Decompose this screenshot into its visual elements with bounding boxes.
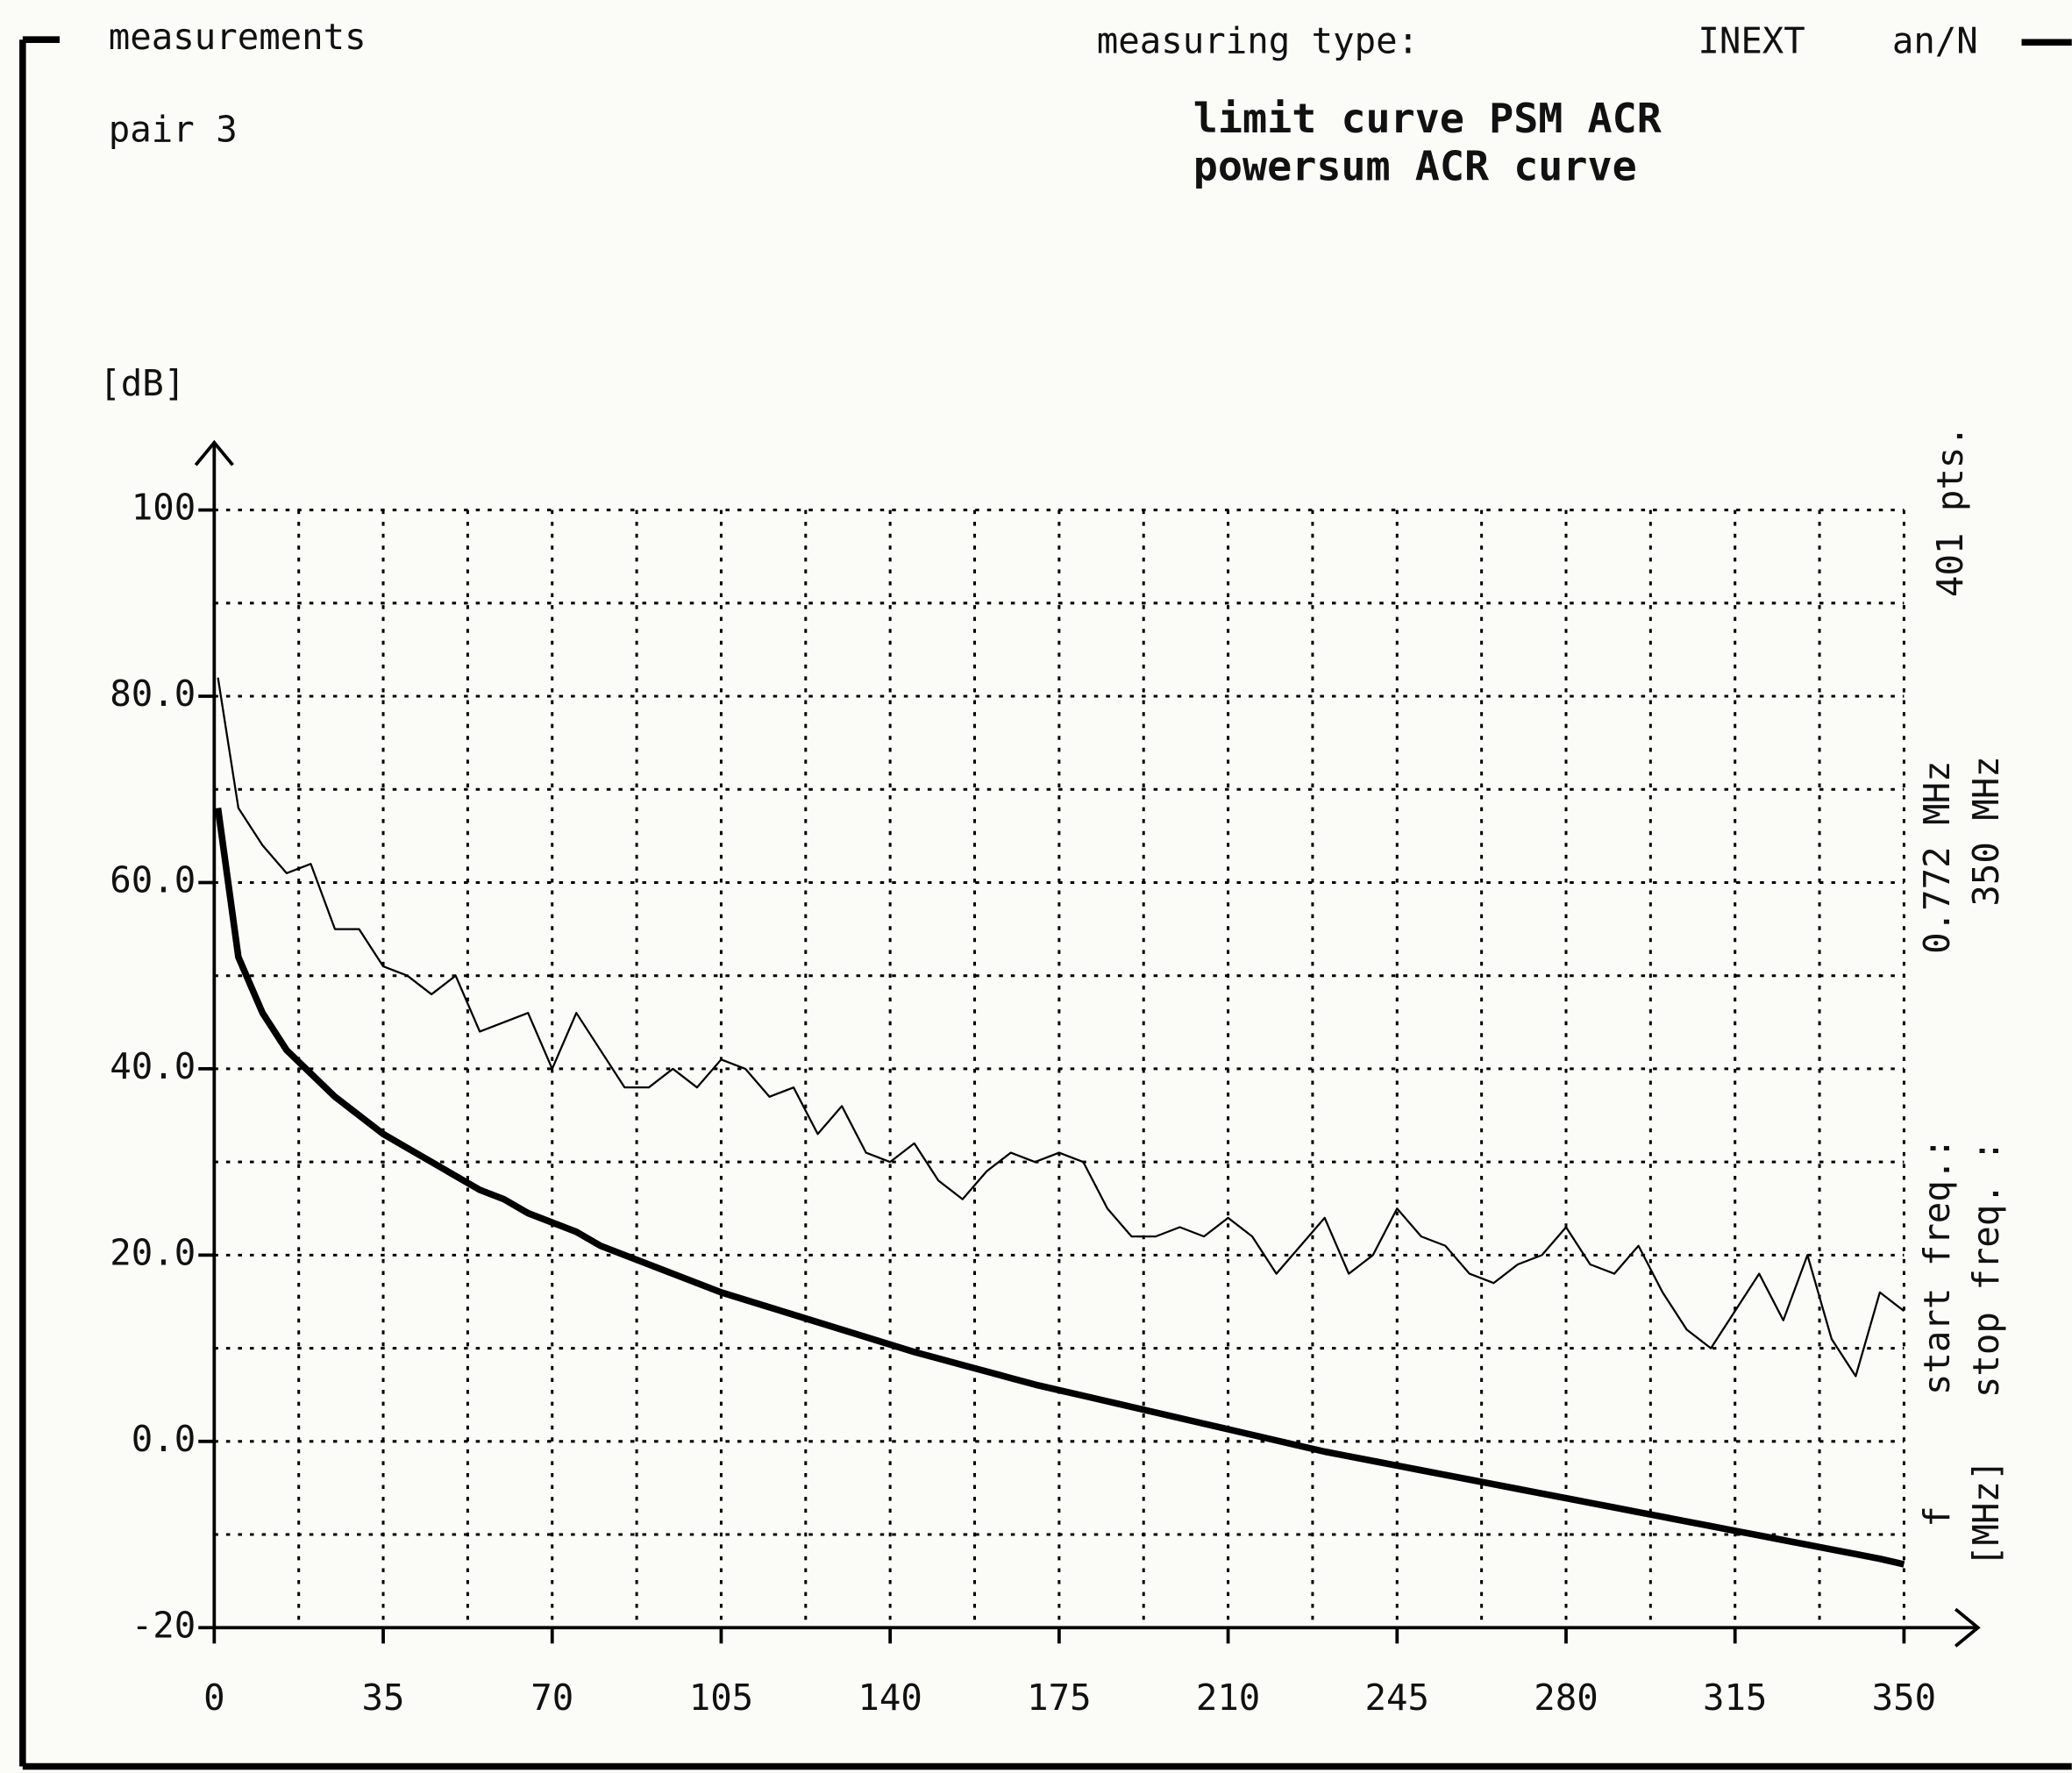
x-tick-label: 175 [1027,1677,1091,1719]
subtitle: pair 3 [109,109,238,151]
annotation: measuring type: [1097,20,1419,62]
annotation: 350 MHz [1965,756,2007,906]
x-axis-arrow [1954,1607,1981,1648]
y-tick-label: 0.0 [132,1418,196,1460]
annotation: an/N [1892,20,1978,62]
annotation: f [1916,1506,1958,1527]
x-tick-label: 0 [203,1677,225,1719]
x-tick-label: 105 [689,1677,753,1719]
y-tick-label: 100 [132,487,196,529]
x-tick-label: 210 [1196,1677,1260,1719]
annotation: stop freq. : [1965,1140,2007,1398]
y-tick-label: 80.0 [110,673,196,715]
x-tick-label: 140 [858,1677,922,1719]
y-tick-label: 40.0 [110,1045,196,1087]
x-tick-label: 350 [1872,1677,1936,1719]
annotation: 0.772 MHz [1916,760,1958,953]
y-tick-label: -20 [132,1604,196,1646]
y-label: [dB] [99,362,185,404]
annotation: INEXT [1698,20,1805,62]
x-tick-label: 315 [1703,1677,1767,1719]
x-tick-label: 35 [362,1677,405,1719]
annotation: 401 pts. [1929,425,1971,597]
x-tick-label: 70 [530,1677,573,1719]
legend-entry: powersum ACR curve [1193,143,1637,190]
annotation: start freq.: [1916,1137,1958,1395]
y-tick-label: 20.0 [110,1231,196,1273]
x-tick-label: 245 [1365,1677,1429,1719]
data-line [217,677,1905,1378]
legend-entry: limit curve PSM ACR [1193,96,1663,143]
y-axis-arrow [194,439,234,466]
y-tick-label: 60.0 [110,858,196,901]
frame [19,36,2072,1770]
title: measurements [109,16,367,58]
data-line [214,807,1905,1568]
annotation: [MHz] [1965,1460,2007,1567]
x-tick-label: 280 [1534,1677,1598,1719]
